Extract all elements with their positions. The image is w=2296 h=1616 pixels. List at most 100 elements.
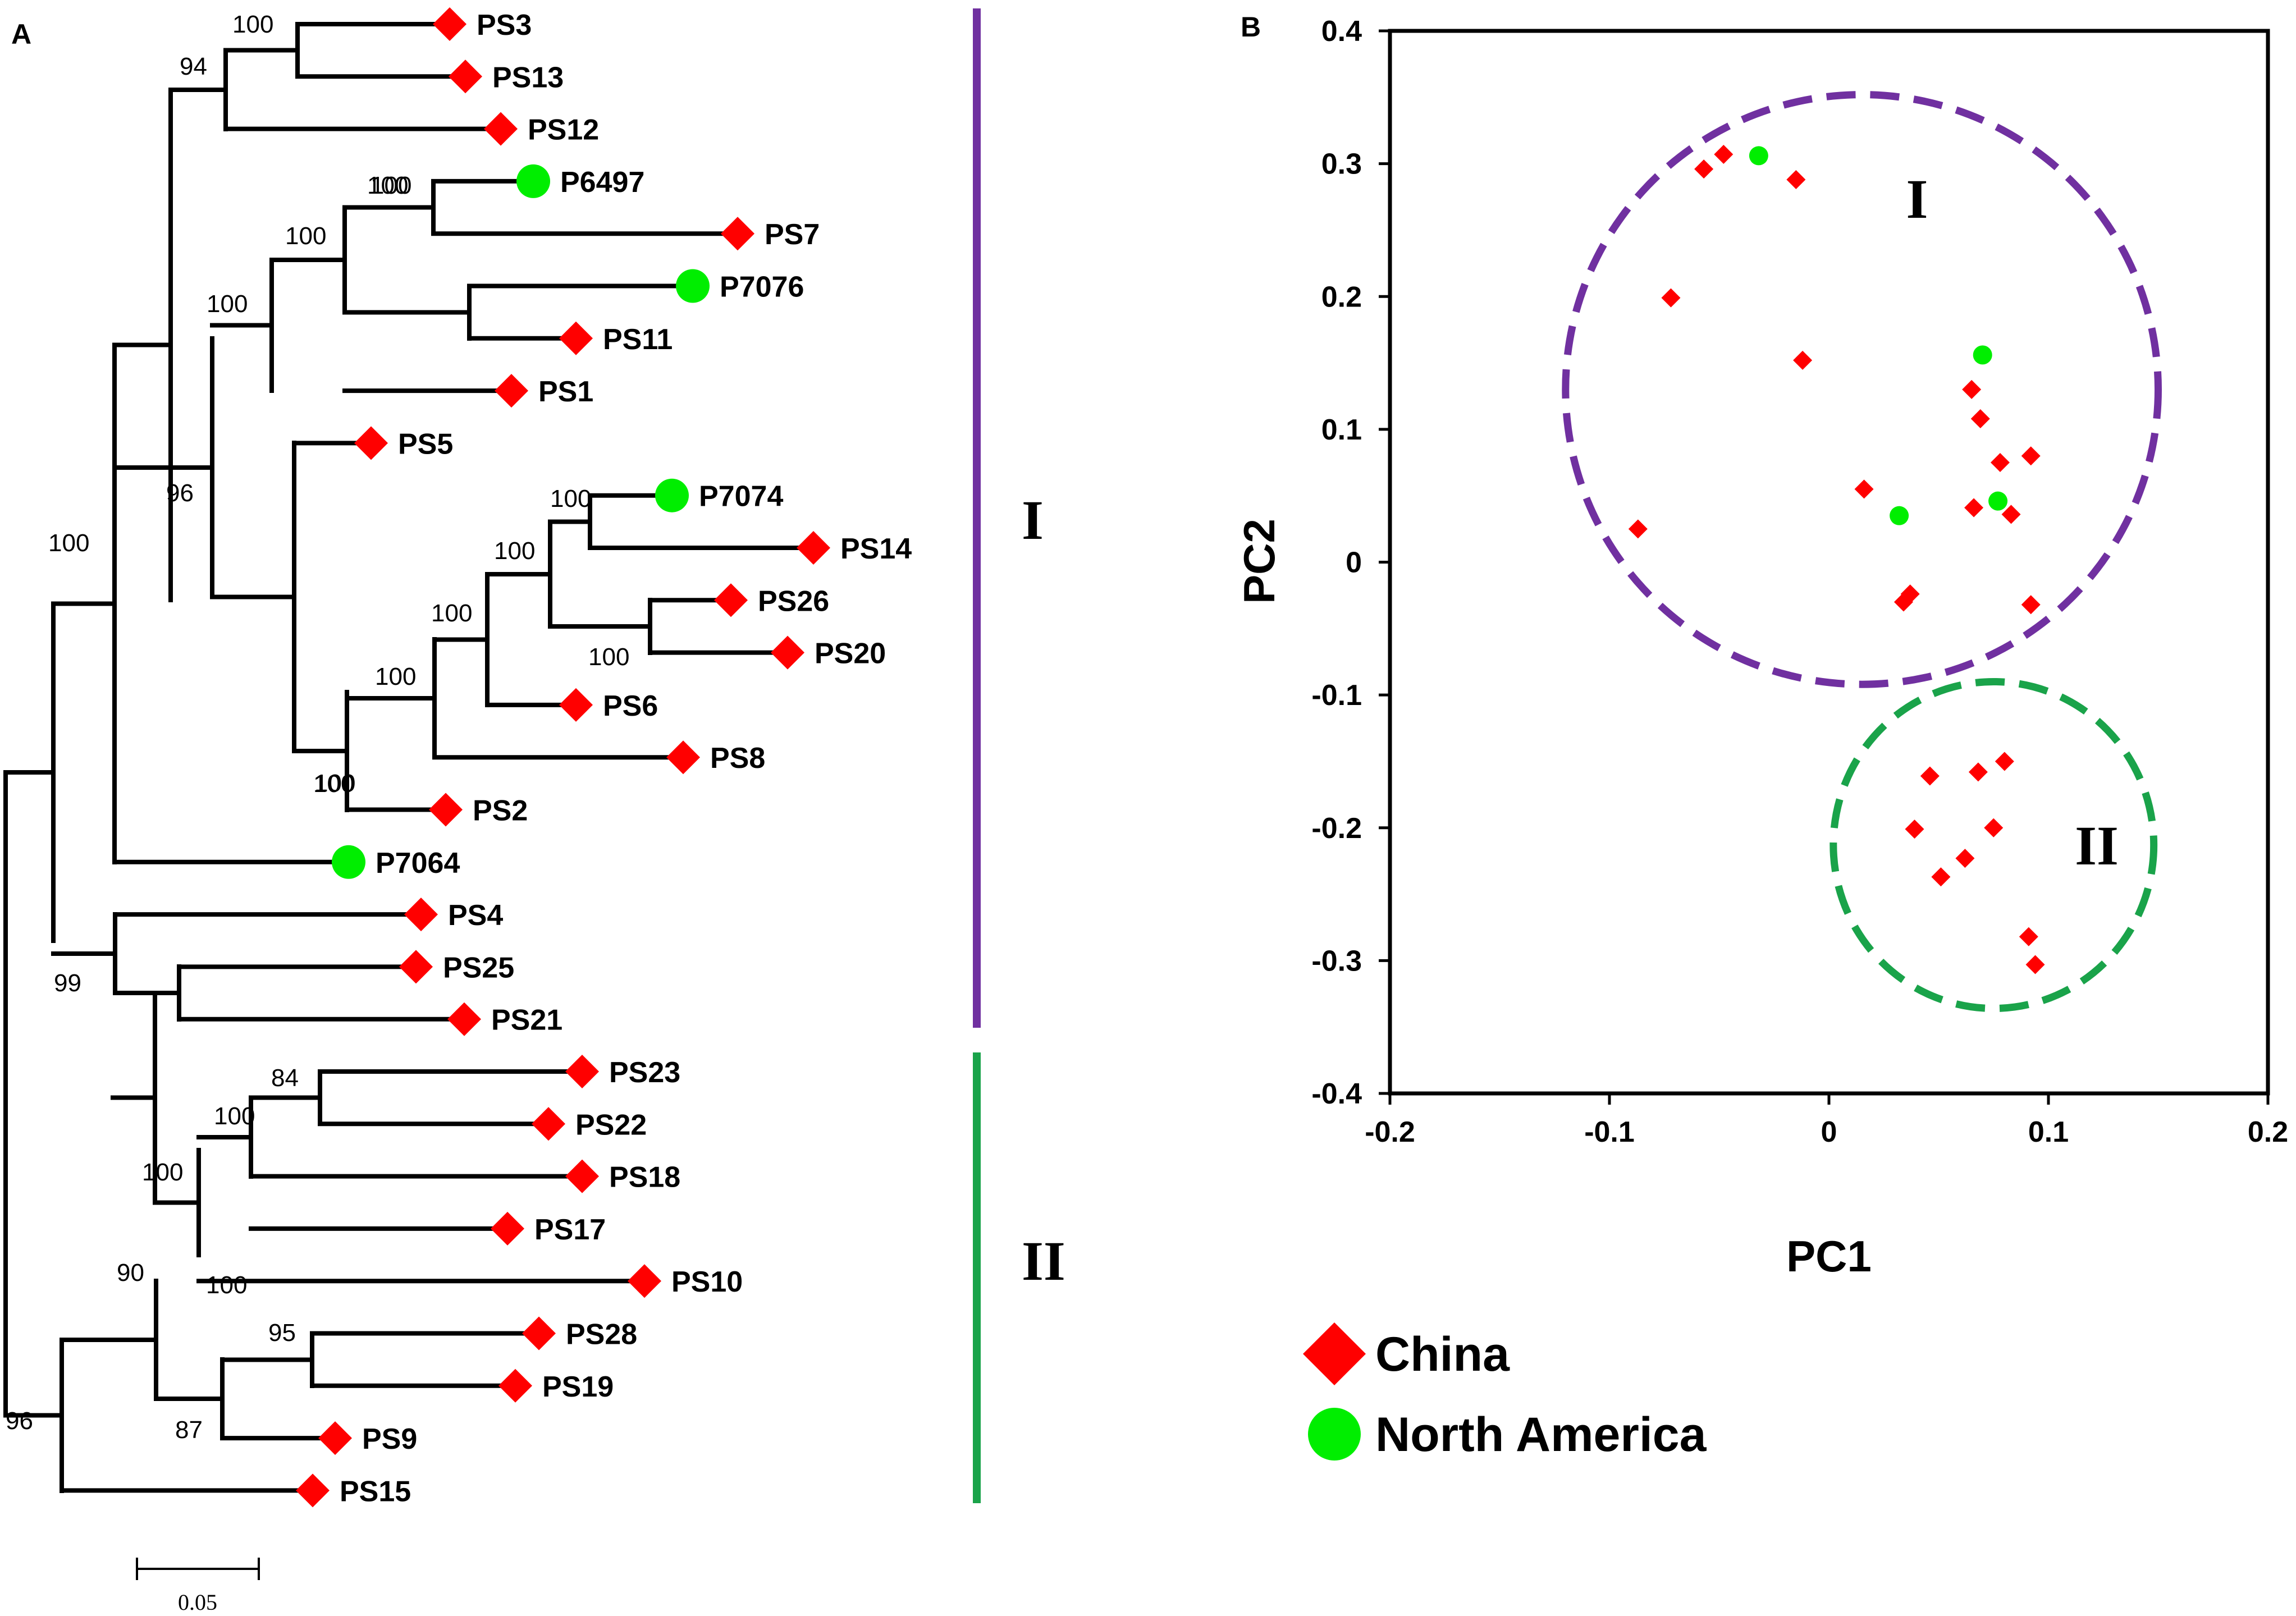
x-tick-label: 0.2 [2248,1116,2288,1148]
tip-label: PS11 [603,323,673,356]
china-marker [447,1002,481,1036]
china-point [1962,379,1982,399]
bootstrap-value: 100 [206,1271,247,1299]
tip-label: PS2 [473,795,528,827]
cluster-2-ellipse [1830,677,2158,1013]
panel-label-a: A [11,19,31,50]
china-point [1786,170,1806,190]
bootstrap-value: 100 [375,663,416,690]
tip-label: P7074 [699,480,783,513]
china-point [1931,867,1951,887]
tip-label: PS3 [477,9,532,42]
bootstrap-value: 100 [367,172,408,199]
bootstrap-value: 100 [431,599,472,627]
bootstrap-value: 100 [588,643,629,671]
china-point [2025,955,2045,974]
tip-label: PS9 [362,1423,417,1455]
tip-label: PS18 [609,1161,680,1194]
china-point [1628,519,1648,539]
scale-bar-label: 0.05 [178,1590,217,1615]
china-point [2001,505,2021,524]
bootstrap-value: 84 [271,1064,299,1092]
legend-north-america-marker [1308,1408,1361,1461]
tip-label: PS13 [492,61,564,94]
china-point [1793,350,1813,370]
bootstrap-value: 100 [48,529,89,557]
tip-label: PS7 [765,218,820,251]
china-point [2021,595,2041,615]
plot-frame [1388,29,2270,1096]
y-tick-label: 0 [1346,547,1362,579]
clade-ii-label: II [1022,1230,1065,1292]
tip-label: PS22 [575,1109,647,1141]
bootstrap-value: 100 [550,485,591,512]
tip-label: PS12 [528,114,599,147]
bootstrap-value: 100 [285,222,326,250]
x-tick-label: 0 [1821,1116,1837,1148]
bootstrap-value: 99 [54,969,81,997]
x-tick-label: -0.2 [1365,1116,1415,1148]
china-marker [429,793,463,827]
china-point [1990,453,2010,473]
china-point [1854,479,1874,499]
china-marker [498,1368,532,1403]
china-marker [491,1211,524,1246]
tip-label: PS17 [534,1214,606,1246]
china-point [1968,762,1988,782]
legend-china-marker [1303,1322,1366,1385]
clade-i-label: I [1022,489,1044,551]
china-marker [433,7,466,41]
bootstrap-value: 100 [371,172,411,199]
china-marker [666,740,700,775]
legend: China North America [1303,1322,1707,1462]
north-america-point [1973,345,1992,365]
china-marker [714,583,748,617]
china-marker [399,950,433,984]
bootstrap-value: 94 [180,53,207,80]
china-point [1995,752,2014,771]
china-point [1955,849,1975,868]
china-marker [559,321,593,355]
panel-label-b: B [1241,11,1261,43]
bootstrap-value: 96 [166,479,194,507]
tip-label: PS8 [710,742,765,775]
y-tick-label: -0.4 [1311,1078,1362,1110]
tip-label: PS25 [443,951,514,984]
bootstrap-value: 96 [6,1407,33,1435]
china-point [1900,584,1920,604]
tip-label: PS1 [538,376,593,408]
y-tick-label: -0.3 [1311,945,1362,977]
tip-label: P7064 [376,847,460,880]
china-marker [628,1264,661,1298]
bootstrap-value: 100 [494,537,535,565]
tip-label: PS23 [609,1056,680,1089]
bootstrap-value: 100 [314,770,355,797]
tip-label: PS19 [542,1371,614,1403]
china-point [2019,927,2038,946]
y-tick-label: -0.2 [1311,812,1362,845]
china-point [1920,766,1940,786]
cluster-1-ellipse [1562,91,2162,688]
china-marker [532,1107,565,1141]
tip-label: PS26 [758,585,829,617]
tip-label: PS5 [398,428,453,460]
china-marker [797,531,830,565]
y-tick-label: 0.1 [1321,414,1362,446]
china-marker [565,1159,599,1193]
china-marker [318,1421,352,1455]
china-marker [522,1316,556,1351]
china-point [1970,409,1990,428]
north-america-marker [655,478,689,512]
china-marker [559,688,593,722]
legend-label: North America [1375,1408,1707,1462]
north-america-point [1749,146,1768,166]
tip-label: PS10 [671,1266,743,1298]
y-tick-label: 0.2 [1321,281,1362,313]
tip-label: P6497 [560,166,644,199]
china-point [1964,498,1984,518]
tip-label: PS28 [566,1319,637,1351]
tip-label: P7076 [720,271,804,304]
bootstrap-value: 100 [232,11,273,38]
china-point [1694,159,1714,179]
